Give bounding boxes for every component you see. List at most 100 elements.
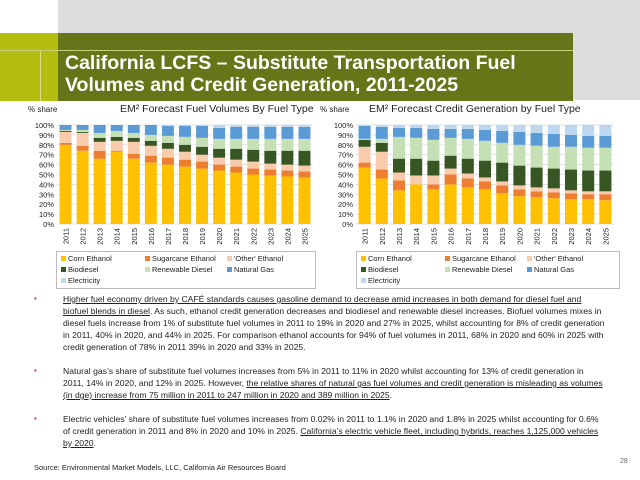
bar-segment-sugarcane_ethanol-2018 (478, 181, 492, 190)
legend-swatch (361, 278, 366, 283)
x-tick-label: 2014 (412, 228, 421, 245)
legend-item-corn_ethanol: Corn Ethanol (361, 254, 412, 263)
bar-segment-biodiesel-2024 (281, 150, 294, 165)
x-tick-label: 2019 (198, 228, 207, 245)
bar-segment-corn_ethanol-2016 (144, 162, 157, 224)
bar-segment-corn_ethanol-2012 (375, 178, 388, 224)
bullet-text: Electric vehicles’ share of substitute f… (63, 414, 599, 436)
bar-segment-natural_gas-2012 (76, 125, 89, 130)
x-tick-label: 2018 (481, 228, 490, 245)
bar-segment-renewable_diesel-2019 (496, 142, 509, 163)
bar-segment-corn_ethanol-2013 (93, 158, 106, 224)
bullet-tail: . (389, 390, 392, 400)
legend-item-renewable_diesel: Renewable Diesel (445, 265, 512, 274)
bar-segment-biodiesel-2012 (76, 131, 89, 133)
bullet-icon: • (34, 414, 37, 423)
bar-segment-electricity-2017 (461, 125, 474, 129)
bar-segment-biodiesel-2014 (410, 158, 423, 176)
bar-segment-electricity-2021 (230, 125, 243, 127)
legend-swatch (61, 256, 66, 261)
bar-segment-other_ethanol-2025 (298, 165, 311, 172)
bar-segment-biodiesel-2012 (375, 142, 388, 152)
bar-segment-natural_gas-2012 (375, 126, 388, 139)
bar-segment-renewable_diesel-2015 (427, 139, 440, 161)
bar-segment-corn_ethanol-2023 (564, 199, 578, 224)
x-tick-label: 2020 (515, 228, 524, 245)
y-tick-label: 80% (338, 141, 353, 150)
legend-item-sugarcane_ethanol: Sugarcane Ethanol (145, 254, 216, 263)
bar-segment-corn_ethanol-2018 (478, 189, 492, 224)
header-olive-block (58, 33, 573, 101)
bar-segment-sugarcane_ethanol-2022 (547, 192, 560, 199)
bar-segment-other_ethanol-2023 (264, 163, 277, 170)
bar-segment-other_ethanol-2017 (461, 173, 474, 179)
bar-segment-other_ethanol-2021 (530, 187, 543, 192)
bar-segment-corn_ethanol-2025 (599, 200, 612, 224)
bar-segment-electricity-2014 (410, 125, 423, 128)
bar-segment-corn_ethanol-2019 (196, 168, 209, 224)
bar-segment-biodiesel-2019 (496, 162, 509, 182)
bar-segment-natural_gas-2013 (392, 127, 406, 137)
x-tick-label: 2023 (567, 228, 576, 245)
legend-label: Sugarcane Ethanol (452, 254, 516, 263)
y-tick-label: 90% (39, 131, 54, 140)
legend-item-electricity: Electricity (61, 276, 100, 285)
legend-label: Natural Gas (234, 265, 275, 274)
bar-segment-natural_gas-2023 (264, 126, 277, 139)
bullet-underlined-text: California’s electric vehicle fleet, inc… (63, 426, 599, 448)
bar-segment-biodiesel-2013 (93, 137, 106, 142)
bar-segment-corn_ethanol-2025 (298, 177, 311, 224)
bar-segment-biodiesel-2021 (230, 148, 243, 160)
bar-segment-sugarcane_ethanol-2012 (76, 145, 89, 151)
bullet-ethanol-biofuels: • Higher fuel economy driven by CAFÉ sta… (34, 293, 606, 353)
bar-segment-renewable_diesel-2017 (461, 138, 474, 159)
bar-segment-other_ethanol-2022 (547, 188, 560, 193)
bullet-text: . As such, ethanol credit generation dec… (63, 306, 605, 352)
bar-segment-other_ethanol-2013 (93, 141, 106, 151)
bar-segment-renewable_diesel-2021 (530, 145, 543, 168)
bar-segment-sugarcane_ethanol-2023 (264, 169, 277, 176)
bullet-natural-gas: • Natural gas’s share of substitute fuel… (34, 365, 606, 401)
legend-swatch (527, 267, 532, 272)
bar-segment-natural_gas-2025 (298, 126, 311, 139)
bar-segment-natural_gas-2020 (213, 127, 226, 139)
bar-segment-corn_ethanol-2019 (496, 193, 509, 224)
bar-segment-sugarcane_ethanol-2013 (392, 180, 406, 191)
bar-segment-other_ethanol-2022 (247, 161, 260, 169)
bar-segment-biodiesel-2025 (599, 170, 612, 192)
bar-segment-corn_ethanol-2022 (547, 198, 560, 224)
legend-label: Biodiesel (68, 265, 99, 274)
bar-segment-sugarcane_ethanol-2021 (530, 191, 543, 198)
y-axis-label: % share (28, 105, 58, 114)
source-note: Source: Environmental Market Models, LLC… (34, 463, 286, 472)
bar-segment-renewable_diesel-2011 (59, 129, 72, 131)
bar-segment-natural_gas-2013 (93, 125, 106, 133)
bar-segment-sugarcane_ethanol-2018 (179, 159, 191, 167)
legend-label: Electricity (68, 276, 101, 285)
legend-item-corn_ethanol: Corn Ethanol (61, 254, 112, 263)
bar-segment-biodiesel-2013 (392, 158, 406, 173)
bullet-tail: . (93, 438, 96, 448)
bar-segment-other_ethanol-2020 (513, 185, 526, 190)
x-tick-label: 2012 (378, 228, 387, 245)
y-tick-label: 60% (39, 161, 54, 170)
bar-segment-sugarcane_ethanol-2025 (298, 171, 311, 178)
bar-segment-corn_ethanol-2017 (461, 187, 474, 224)
bar-segment-corn_ethanol-2021 (230, 172, 243, 224)
bar-segment-other_ethanol-2023 (564, 190, 578, 194)
bar-segment-other_ethanol-2024 (582, 191, 595, 195)
x-tick-label: 2018 (181, 228, 190, 245)
bar-segment-renewable_diesel-2020 (513, 144, 526, 166)
x-tick-label: 2015 (130, 228, 139, 245)
bar-segment-biodiesel-2019 (196, 146, 209, 155)
legend-item-biodiesel: Biodiesel (361, 265, 398, 274)
bar-segment-electricity-2020 (213, 125, 226, 128)
bar-segment-renewable_diesel-2018 (179, 136, 191, 145)
x-tick-label: 2022 (550, 228, 559, 245)
y-tick-label: 100% (334, 121, 354, 130)
credit-generation-plot: 0%10%20%30%40%50%60%70%80%90%100% 2011 201… (334, 121, 614, 245)
bar-segment-electricity-2024 (582, 125, 595, 136)
x-tick-label: 2015 (429, 228, 438, 245)
bar-segment-natural_gas-2021 (530, 132, 543, 146)
bar-segment-sugarcane_ethanol-2022 (247, 168, 260, 175)
